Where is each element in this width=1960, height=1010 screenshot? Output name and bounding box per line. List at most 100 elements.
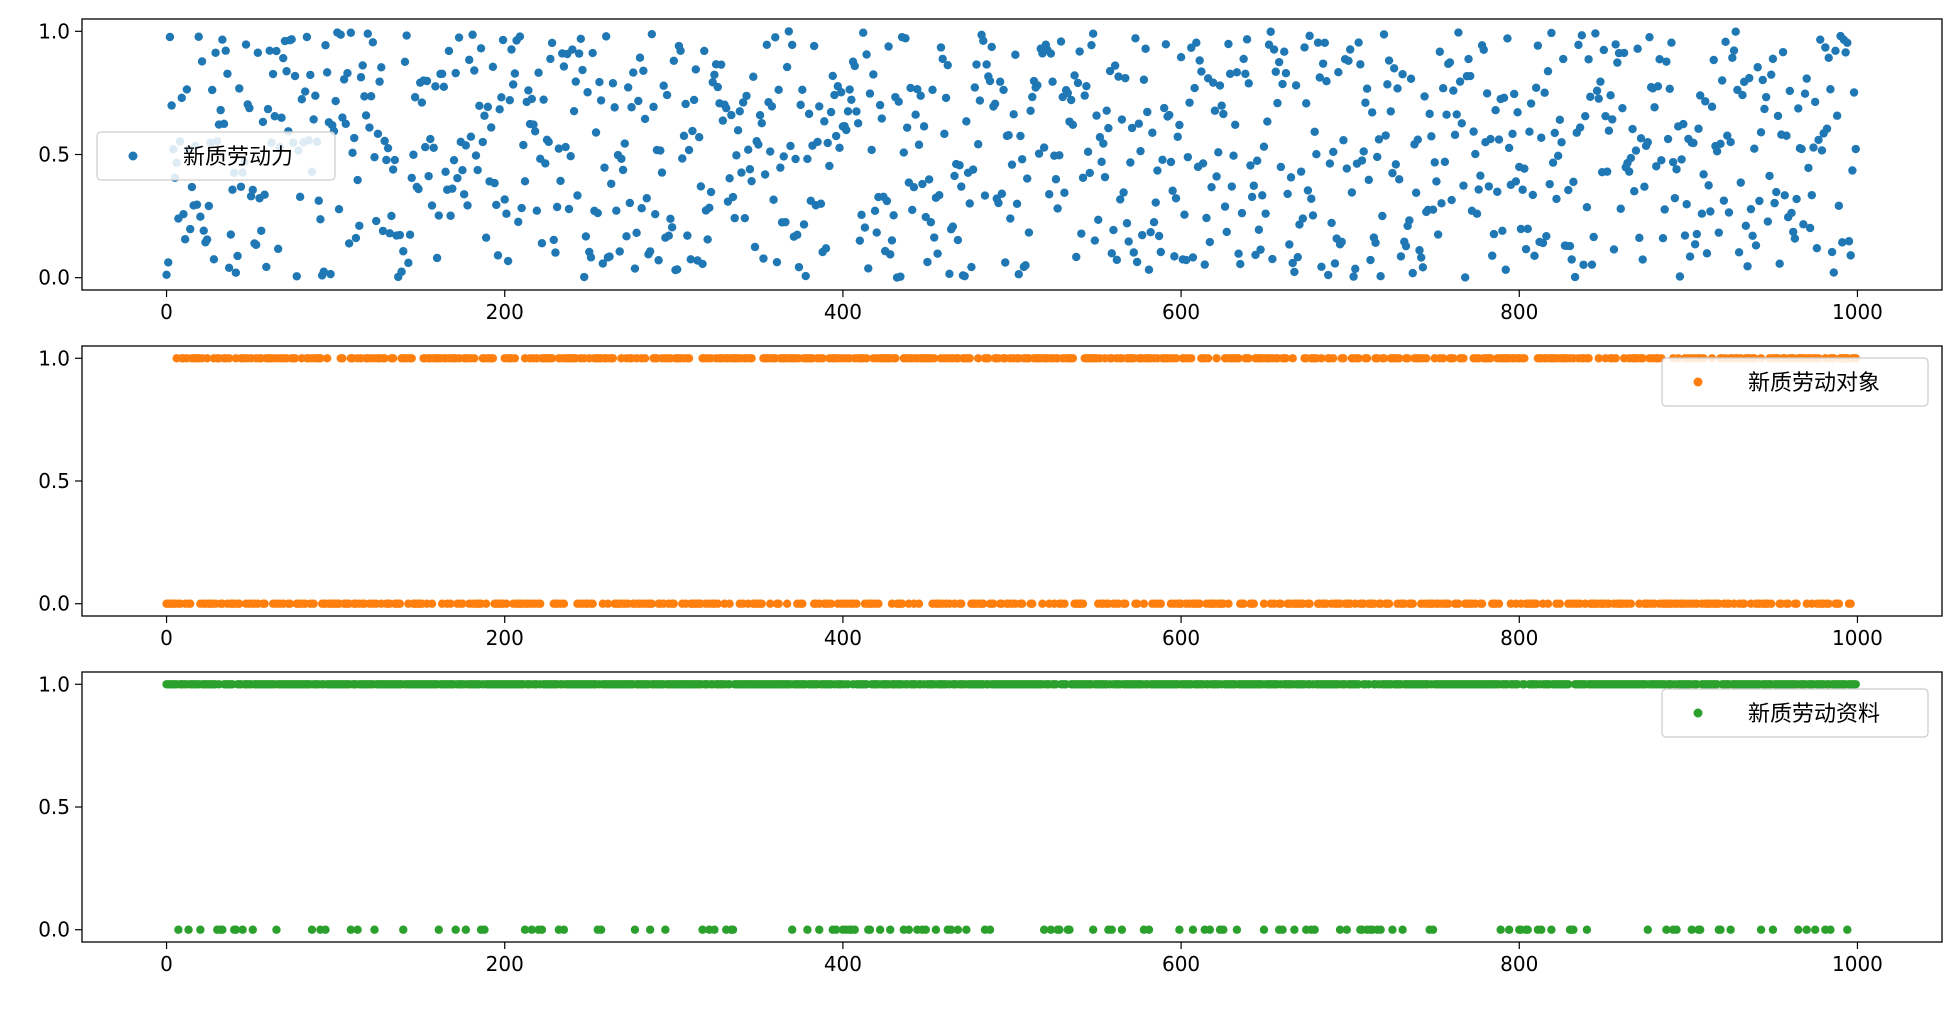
data-point (490, 178, 499, 188)
data-point (356, 73, 366, 82)
y-tick-label: 1.0 (38, 346, 70, 370)
data-point (346, 28, 356, 37)
data-point (980, 191, 990, 200)
data-point (454, 33, 464, 42)
data-point (248, 185, 257, 195)
data-point (1276, 599, 1286, 608)
data-point (1099, 139, 1108, 148)
data-point (1159, 103, 1169, 113)
data-point (1110, 61, 1120, 70)
data-point (1755, 196, 1764, 206)
data-point (1080, 91, 1089, 100)
data-point (1420, 92, 1429, 101)
data-point (957, 599, 966, 608)
data-point (1283, 189, 1292, 199)
data-point (1723, 131, 1732, 140)
data-point (1116, 195, 1125, 204)
data-point (1379, 30, 1389, 39)
data-point (1286, 173, 1296, 182)
data-point (576, 34, 586, 43)
data-point (965, 199, 974, 208)
data-point (1816, 35, 1825, 44)
data-point (749, 72, 758, 81)
x-tick-label: 800 (1500, 300, 1538, 324)
data-point (399, 247, 408, 256)
data-point (1408, 599, 1417, 608)
data-point (979, 36, 988, 45)
data-point (1442, 110, 1451, 119)
data-point (1374, 135, 1384, 144)
data-point (1129, 248, 1138, 257)
data-point (470, 66, 479, 75)
data-point (1770, 198, 1779, 208)
data-point (297, 95, 307, 104)
data-point (630, 264, 640, 273)
data-point (757, 119, 766, 128)
data-point (904, 925, 914, 934)
data-point (1393, 84, 1402, 93)
data-point (1077, 229, 1086, 238)
data-point (1611, 40, 1620, 49)
data-point (1824, 53, 1833, 62)
data-point (1100, 172, 1110, 182)
data-point (771, 33, 780, 42)
data-point (1650, 103, 1659, 112)
data-point (233, 251, 242, 261)
data-point (1826, 925, 1835, 934)
data-point (196, 925, 205, 934)
data-point (488, 62, 498, 71)
data-point (1278, 925, 1287, 934)
data-point (994, 198, 1003, 208)
data-point (1384, 56, 1394, 65)
data-point (1075, 47, 1084, 56)
data-point (260, 190, 269, 199)
data-point (1516, 224, 1526, 234)
data-point (527, 94, 536, 104)
data-point (1486, 354, 1495, 363)
data-point (350, 133, 359, 143)
data-point (921, 212, 930, 222)
data-point (1498, 226, 1507, 236)
data-point (497, 93, 506, 102)
data-point (1726, 925, 1735, 934)
data-point (875, 925, 885, 934)
data-point (728, 192, 738, 202)
data-point (1841, 48, 1850, 57)
data-point (1088, 925, 1098, 934)
data-point (706, 187, 716, 197)
data-point (1006, 214, 1015, 223)
data-point (897, 599, 907, 608)
data-point (828, 71, 837, 81)
data-point (686, 255, 695, 264)
x-tick-label: 400 (824, 626, 862, 650)
data-point (202, 354, 212, 363)
data-point (399, 925, 408, 934)
data-point (803, 154, 812, 164)
data-point (669, 56, 679, 65)
data-point (1587, 260, 1597, 269)
data-point (1584, 55, 1593, 64)
data-point (1484, 182, 1494, 191)
data-point (1247, 192, 1257, 202)
data-point (1334, 68, 1343, 77)
data-point (744, 145, 753, 154)
data-point (588, 48, 597, 58)
data-point (1126, 158, 1135, 167)
data-point (1638, 354, 1647, 363)
data-point (551, 248, 560, 257)
data-point (258, 117, 268, 127)
data-point (1824, 599, 1833, 608)
data-point (943, 60, 952, 70)
data-point (478, 137, 487, 147)
data-point (786, 141, 795, 151)
data-point (747, 354, 756, 363)
data-point (984, 354, 993, 363)
data-point (1117, 925, 1127, 934)
data-point (180, 235, 190, 244)
data-point (1173, 132, 1182, 141)
data-point (174, 925, 183, 934)
data-point (774, 85, 783, 94)
data-point (336, 30, 345, 39)
data-point (260, 599, 269, 608)
data-point (1339, 354, 1348, 363)
